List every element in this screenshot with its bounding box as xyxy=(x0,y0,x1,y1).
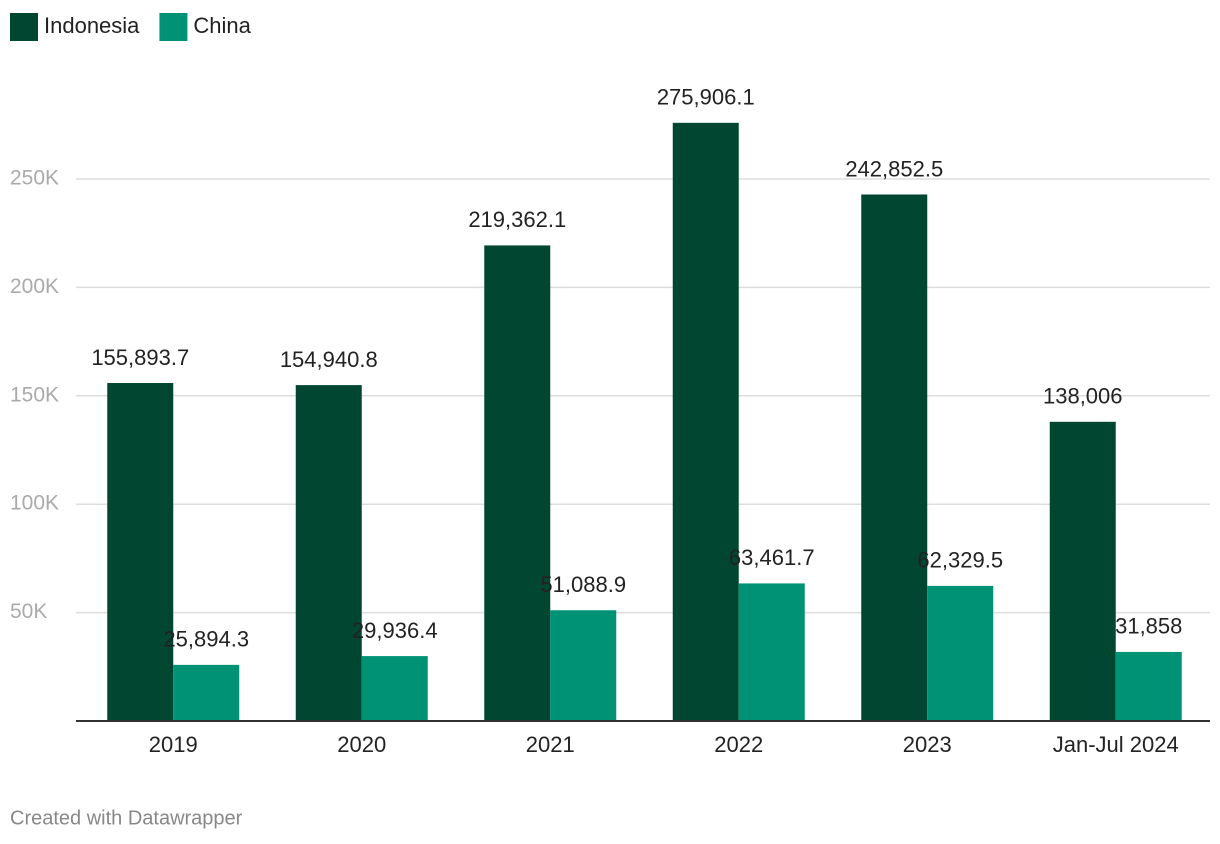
legend-swatch xyxy=(10,13,38,41)
bar xyxy=(738,583,805,721)
bar xyxy=(861,194,928,721)
value-label: 62,329.5 xyxy=(917,548,1003,573)
y-tick-label: 100K xyxy=(10,492,59,515)
value-label: 25,894.3 xyxy=(163,627,249,652)
bar xyxy=(672,122,739,722)
bar xyxy=(550,610,617,721)
y-tick-label: 150K xyxy=(10,383,59,406)
legend-label: China xyxy=(193,13,251,38)
bar xyxy=(361,656,428,721)
bar xyxy=(927,585,994,721)
y-tick-label: 50K xyxy=(10,600,47,623)
value-label: 219,362.1 xyxy=(468,207,566,232)
x-tick-label: Jan-Jul 2024 xyxy=(1053,732,1179,757)
x-tick-label: 2020 xyxy=(337,732,386,757)
value-label: 154,940.8 xyxy=(280,347,378,372)
bar xyxy=(1115,651,1182,721)
value-label: 275,906.1 xyxy=(657,85,755,110)
value-label: 31,858 xyxy=(1115,614,1182,639)
bar xyxy=(484,245,551,721)
value-label: 51,088.9 xyxy=(540,572,626,597)
value-label: 155,893.7 xyxy=(91,345,189,370)
value-label: 242,852.5 xyxy=(845,156,943,181)
bar xyxy=(107,383,174,721)
value-label: 138,006 xyxy=(1043,384,1123,409)
bar xyxy=(295,385,362,721)
legend-label: Indonesia xyxy=(44,13,140,38)
bar xyxy=(173,664,240,721)
x-tick-label: 2022 xyxy=(714,732,763,757)
x-tick-label: 2019 xyxy=(149,732,198,757)
x-tick-label: 2021 xyxy=(526,732,575,757)
value-label: 63,461.7 xyxy=(729,545,815,570)
legend-swatch xyxy=(159,13,188,41)
y-tick-label: 250K xyxy=(10,167,59,190)
credit: Created with Datawrapper xyxy=(10,807,243,829)
y-tick-label: 200K xyxy=(10,275,59,298)
value-label: 29,936.4 xyxy=(352,618,438,643)
x-tick-label: 2023 xyxy=(903,732,952,757)
bar xyxy=(1049,421,1116,721)
